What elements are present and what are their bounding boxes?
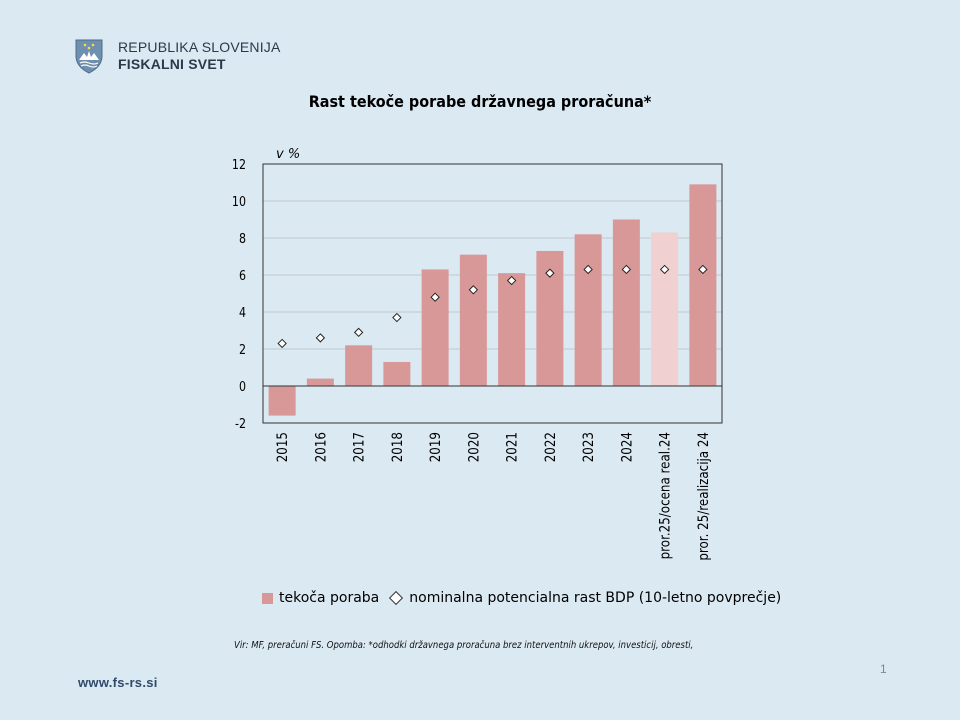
website-link[interactable]: www.fs-rs.si <box>78 675 158 690</box>
y-tick-label: -2 <box>235 416 246 431</box>
y-axis-label: v % <box>276 147 300 162</box>
org-subtitle: FISKALNI SVET <box>118 56 226 72</box>
source-note: Vir: MF, preračuni FS. Opomba: *odhodki … <box>234 640 694 651</box>
y-tick-label: 8 <box>239 231 246 246</box>
diamond-point <box>583 264 593 275</box>
x-tick-label: 2019 <box>428 432 444 462</box>
diamond-point <box>545 268 555 278</box>
bar <box>383 361 411 386</box>
plot-frame <box>262 163 723 424</box>
bar <box>612 219 640 386</box>
legend-item-bars: tekoča poraba <box>262 590 379 606</box>
bar-chart: -2 0 2 4 6 8 10 12 v % 2015 2016 2017 2018 2019 2020 20… <box>232 147 723 561</box>
bar <box>651 232 679 386</box>
x-tick-label: pror.25/ocena real.24 <box>658 432 674 559</box>
x-tick-label: 2023 <box>581 432 597 462</box>
x-tick-label: pror. 25/realizacija 24 <box>696 432 712 561</box>
diamond-point <box>468 285 479 295</box>
diamond-point <box>698 264 708 275</box>
chart-title: Rast tekoče porabe državnega proračuna* <box>308 92 652 111</box>
coat-of-arms-icon <box>75 39 103 74</box>
logo: REPUBLIKA SLOVENIJA FISKALNI SVET <box>74 38 281 74</box>
org-name: REPUBLIKA SLOVENIJA <box>118 39 281 55</box>
diamond-point <box>430 292 440 302</box>
bar <box>689 184 717 386</box>
diamond-point <box>315 333 326 343</box>
diamond-point <box>353 327 364 338</box>
x-tick-label: 2021 <box>505 432 521 462</box>
x-tick-label: 2017 <box>352 432 368 462</box>
bar <box>345 345 373 386</box>
x-tick-label: 2016 <box>314 432 330 462</box>
diamond-point <box>277 338 287 349</box>
legend-bar-label: tekoča poraba <box>279 590 380 606</box>
legend-bar-swatch <box>262 592 273 604</box>
diamond-point <box>392 312 402 323</box>
y-tick-label: 4 <box>239 305 246 320</box>
x-tick-label: 2024 <box>620 432 636 462</box>
y-tick-label: 2 <box>239 342 246 357</box>
plot-area <box>263 164 722 423</box>
diamond-point <box>621 264 632 275</box>
diamond-point <box>659 264 670 275</box>
legend-diamond-swatch <box>389 590 404 606</box>
x-tick-label: 2015 <box>275 432 291 462</box>
bar <box>306 378 334 386</box>
bar <box>498 273 526 386</box>
y-tick-label: 0 <box>239 379 246 394</box>
bar <box>574 234 602 386</box>
diamond-point <box>506 275 517 286</box>
x-tick-label: 2022 <box>543 432 559 462</box>
y-tick-label: 6 <box>239 268 246 283</box>
y-tick-label: 10 <box>232 194 246 209</box>
chart-legend: tekoča poraba nominalna potencialna rast… <box>262 590 781 606</box>
bar <box>421 269 449 386</box>
x-tick-label: 2020 <box>467 432 483 462</box>
bar <box>268 386 296 416</box>
page-number: 1 <box>880 662 887 676</box>
legend-diamond-label: nominalna potencialna rast BDP (10-letno… <box>409 590 782 606</box>
y-tick-label: 12 <box>232 157 246 172</box>
bar <box>459 254 487 386</box>
x-tick-label: 2018 <box>390 432 406 462</box>
legend-item-diamonds: nominalna potencialna rast BDP (10-letno… <box>389 590 781 606</box>
